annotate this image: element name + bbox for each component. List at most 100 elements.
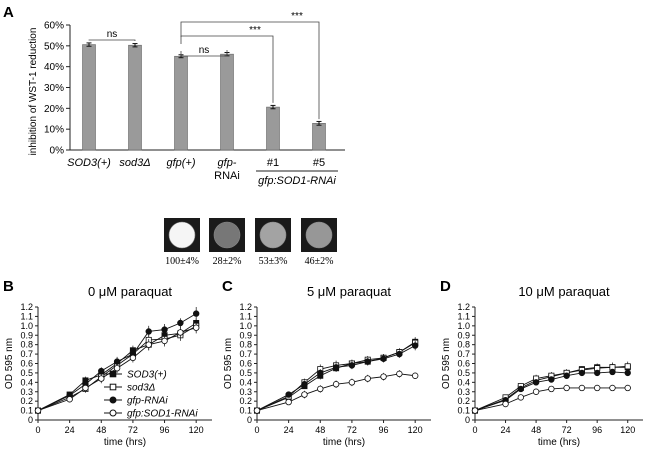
significance-bracket bbox=[180, 35, 274, 103]
x-tick-label: 0 bbox=[35, 425, 40, 435]
data-point bbox=[380, 373, 387, 380]
bar bbox=[128, 44, 142, 151]
data-point bbox=[502, 400, 509, 408]
spot-percentage: 100±4% bbox=[165, 256, 199, 267]
spot-image bbox=[259, 221, 287, 249]
y-tick-label: 0.3 bbox=[239, 387, 252, 397]
y-tick-label: 0.3 bbox=[20, 387, 33, 397]
data-point bbox=[253, 407, 261, 414]
spot-image bbox=[168, 221, 196, 249]
x-tick-label: 48 bbox=[96, 425, 106, 435]
significance-bracket bbox=[180, 21, 320, 120]
x-tick-label: 72 bbox=[347, 425, 357, 435]
data-point bbox=[301, 391, 308, 398]
data-point bbox=[380, 355, 387, 362]
y-tick-label: 0.9 bbox=[20, 330, 33, 340]
data-point bbox=[411, 372, 419, 379]
y-tick-label: 30% bbox=[44, 83, 64, 94]
x-tick-label: 120 bbox=[189, 425, 204, 435]
legend-marker bbox=[109, 409, 117, 417]
x-axis-label: time (hrs) bbox=[323, 437, 365, 448]
y-tick-label: 0.5 bbox=[239, 368, 252, 378]
y-axis-label: OD 595 nm bbox=[4, 338, 15, 389]
data-point bbox=[517, 394, 525, 401]
data-point bbox=[471, 407, 479, 414]
spot-percentage: 46±2% bbox=[305, 256, 334, 267]
spot-image bbox=[305, 221, 333, 249]
x-tick-label: 72 bbox=[562, 425, 572, 435]
y-tick-label: 60% bbox=[44, 21, 64, 32]
significance-label: ns bbox=[107, 29, 118, 40]
y-tick-label: 0.9 bbox=[239, 330, 252, 340]
data-point bbox=[82, 384, 89, 392]
data-point bbox=[129, 354, 137, 362]
data-point bbox=[317, 385, 324, 393]
legend-marker bbox=[109, 383, 117, 391]
data-point bbox=[66, 396, 73, 403]
data-point bbox=[396, 370, 403, 378]
x-tick-label: 96 bbox=[592, 425, 602, 435]
legend-label: sod3Δ bbox=[127, 383, 156, 394]
data-point bbox=[98, 367, 105, 375]
y-tick-label: 0 bbox=[247, 415, 252, 425]
category-label: sod3Δ bbox=[119, 157, 150, 169]
data-point bbox=[177, 329, 184, 336]
spot-image bbox=[213, 221, 241, 249]
data-point bbox=[548, 385, 555, 393]
y-tick-label: 1.0 bbox=[239, 321, 252, 331]
y-tick-label: 0.7 bbox=[20, 349, 33, 359]
x-tick-label: 120 bbox=[408, 425, 423, 435]
x-tick-label: 0 bbox=[254, 425, 259, 435]
y-axis-label: inhibition of WST-1 reduction bbox=[28, 28, 39, 156]
x-tick-label: 24 bbox=[501, 425, 511, 435]
y-tick-label: 0.1 bbox=[239, 406, 252, 416]
series-line bbox=[256, 345, 416, 411]
y-tick-label: 10% bbox=[44, 125, 64, 136]
y-tick-label: 1.1 bbox=[239, 311, 252, 321]
data-point bbox=[301, 381, 308, 388]
data-point bbox=[332, 381, 340, 388]
data-point bbox=[348, 362, 356, 369]
x-tick-label: 24 bbox=[65, 425, 75, 435]
y-axis-label: OD 595 nm bbox=[441, 338, 452, 389]
data-point bbox=[517, 385, 525, 393]
chart-title: 0 μM paraquat bbox=[88, 284, 172, 299]
data-point bbox=[396, 350, 403, 358]
x-tick-label: 96 bbox=[160, 425, 170, 435]
y-tick-label: 0.8 bbox=[20, 340, 33, 350]
significance-bracket bbox=[88, 39, 136, 42]
y-tick-label: 0.8 bbox=[239, 340, 252, 350]
data-point bbox=[578, 369, 586, 377]
category-label: SOD3(+) bbox=[67, 157, 111, 169]
significance-label: *** bbox=[291, 11, 303, 22]
data-point bbox=[624, 363, 631, 370]
data-point bbox=[364, 375, 371, 382]
y-tick-label: 1.0 bbox=[457, 321, 470, 331]
data-point bbox=[609, 384, 616, 392]
y-tick-label: 20% bbox=[44, 104, 64, 115]
legend-label: gfp:SOD1-RNAi bbox=[127, 409, 198, 420]
y-tick-label: 0.6 bbox=[20, 359, 33, 369]
y-tick-label: 0 bbox=[28, 415, 33, 425]
data-point bbox=[113, 365, 121, 372]
series-line bbox=[37, 327, 197, 412]
x-tick-label: 0 bbox=[472, 425, 477, 435]
data-point bbox=[161, 337, 168, 345]
y-tick-label: 0.5 bbox=[457, 368, 470, 378]
y-tick-label: 0.1 bbox=[20, 406, 33, 416]
y-tick-label: 1.0 bbox=[20, 321, 33, 331]
y-tick-label: 40% bbox=[44, 62, 64, 73]
data-point bbox=[532, 388, 540, 395]
data-point bbox=[145, 328, 152, 335]
data-point bbox=[593, 384, 601, 392]
series-line bbox=[474, 387, 628, 412]
group-label: gfp:SOD1-RNAi bbox=[258, 175, 336, 187]
bar bbox=[220, 53, 234, 151]
data-point bbox=[609, 368, 616, 376]
bar bbox=[82, 44, 96, 151]
y-tick-label: 1.2 bbox=[457, 302, 470, 312]
data-point bbox=[192, 324, 200, 331]
significance-label: *** bbox=[249, 25, 261, 36]
y-tick-label: 0.9 bbox=[457, 330, 470, 340]
data-point bbox=[98, 375, 105, 382]
